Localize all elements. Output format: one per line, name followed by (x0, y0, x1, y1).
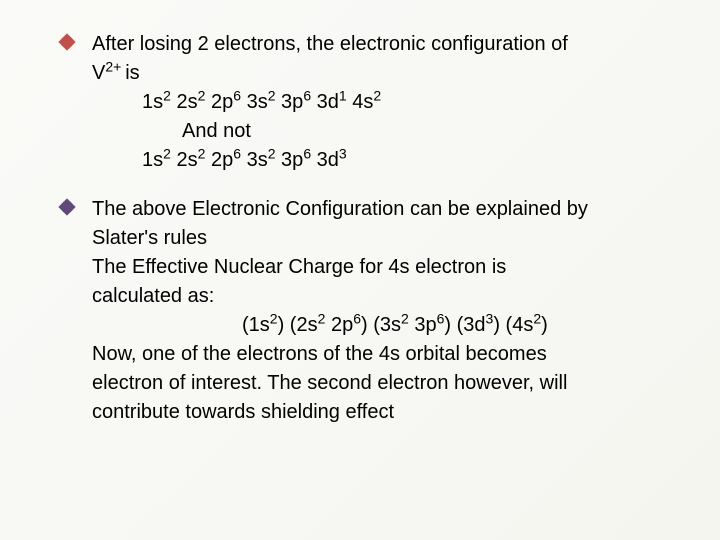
text-line: (1s2) (2s2 2p6) (3s2 3p6) (3d3) (4s2) (92, 311, 670, 340)
diamond-bullet-icon (60, 200, 74, 214)
diamond-bullet-icon (60, 35, 74, 49)
text-line: And not (92, 117, 670, 146)
text-line: electron of interest. The second electro… (92, 369, 670, 398)
text-line: V2+ is (92, 59, 670, 88)
text-line: After losing 2 electrons, the electronic… (92, 30, 670, 59)
bullet-item-2: The above Electronic Configuration can b… (60, 195, 670, 427)
text-line: calculated as: (92, 282, 670, 311)
bullet-item-1: After losing 2 electrons, the electronic… (60, 30, 670, 175)
text-line: The above Electronic Configuration can b… (92, 195, 670, 224)
text-line: contribute towards shielding effect (92, 398, 670, 427)
text-line: Slater's rules (92, 224, 670, 253)
bullet-2-content: The above Electronic Configuration can b… (92, 195, 670, 427)
bullet-marker-2 (60, 195, 92, 214)
slide-container: After losing 2 electrons, the electronic… (0, 0, 720, 477)
text-line: The Effective Nuclear Charge for 4s elec… (92, 253, 670, 282)
text-line: 1s2 2s2 2p6 3s2 3p6 3d1 4s2 (92, 88, 670, 117)
bullet-marker-1 (60, 30, 92, 49)
text-line: Now, one of the electrons of the 4s orbi… (92, 340, 670, 369)
bullet-1-content: After losing 2 electrons, the electronic… (92, 30, 670, 175)
text-line: 1s2 2s2 2p6 3s2 3p6 3d3 (92, 146, 670, 175)
